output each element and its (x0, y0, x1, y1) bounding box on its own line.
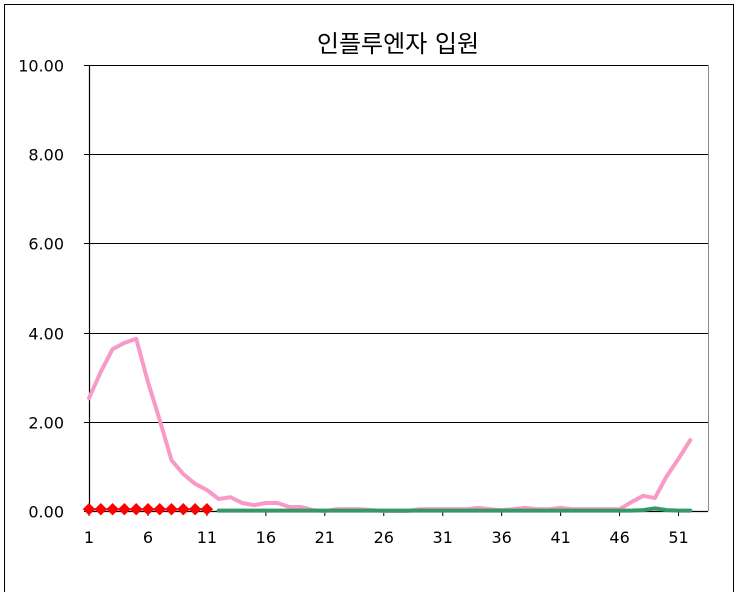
y-tick-label: 8.00 (28, 146, 64, 165)
y-tick-label: 10.00 (18, 57, 64, 76)
data-point-diamond (188, 502, 202, 516)
data-point-diamond (129, 502, 143, 516)
data-point-diamond (177, 502, 190, 516)
gridlines (84, 65, 708, 512)
y-tick-label: 0.00 (28, 503, 64, 522)
x-tick-label: 26 (374, 528, 394, 547)
series-line (216, 506, 693, 513)
data-point-diamond (82, 502, 96, 516)
series-2 (216, 506, 693, 513)
x-tick-labels: 1 6 11 16 21 26 31 36 41 46 51 (84, 528, 689, 547)
axes (88, 65, 709, 516)
data-point-diamond (153, 502, 166, 516)
chart-title: 인플루엔자 입원 (317, 30, 479, 58)
x-tick-label: 36 (491, 528, 511, 547)
y-tick-label: 6.00 (28, 235, 64, 254)
chart-frame (4, 4, 734, 592)
data-point-diamond (165, 502, 178, 516)
x-tick-label: 1 (84, 528, 94, 547)
data-point-diamond (94, 502, 108, 516)
series-line (87, 336, 693, 513)
series-group (82, 336, 693, 516)
data-point-diamond (118, 502, 131, 516)
series-3 (82, 502, 214, 516)
series-1 (87, 336, 693, 513)
data-point-diamond (200, 502, 214, 516)
y-tick-label: 2.00 (28, 414, 64, 433)
x-tick-label: 46 (609, 528, 629, 547)
x-tick-label: 51 (668, 528, 688, 547)
x-tick-label: 41 (550, 528, 570, 547)
y-tick-labels: 0.00 2.00 4.00 6.00 8.00 10.00 (18, 57, 64, 522)
x-tick-label: 11 (197, 528, 217, 547)
x-tick-label: 6 (143, 528, 153, 547)
data-point-diamond (141, 502, 155, 516)
y-tick-label: 4.00 (28, 325, 64, 344)
x-tick-label: 16 (256, 528, 276, 547)
x-tick-label: 21 (315, 528, 335, 547)
x-tick-label: 31 (433, 528, 453, 547)
data-point-diamond (106, 502, 119, 516)
